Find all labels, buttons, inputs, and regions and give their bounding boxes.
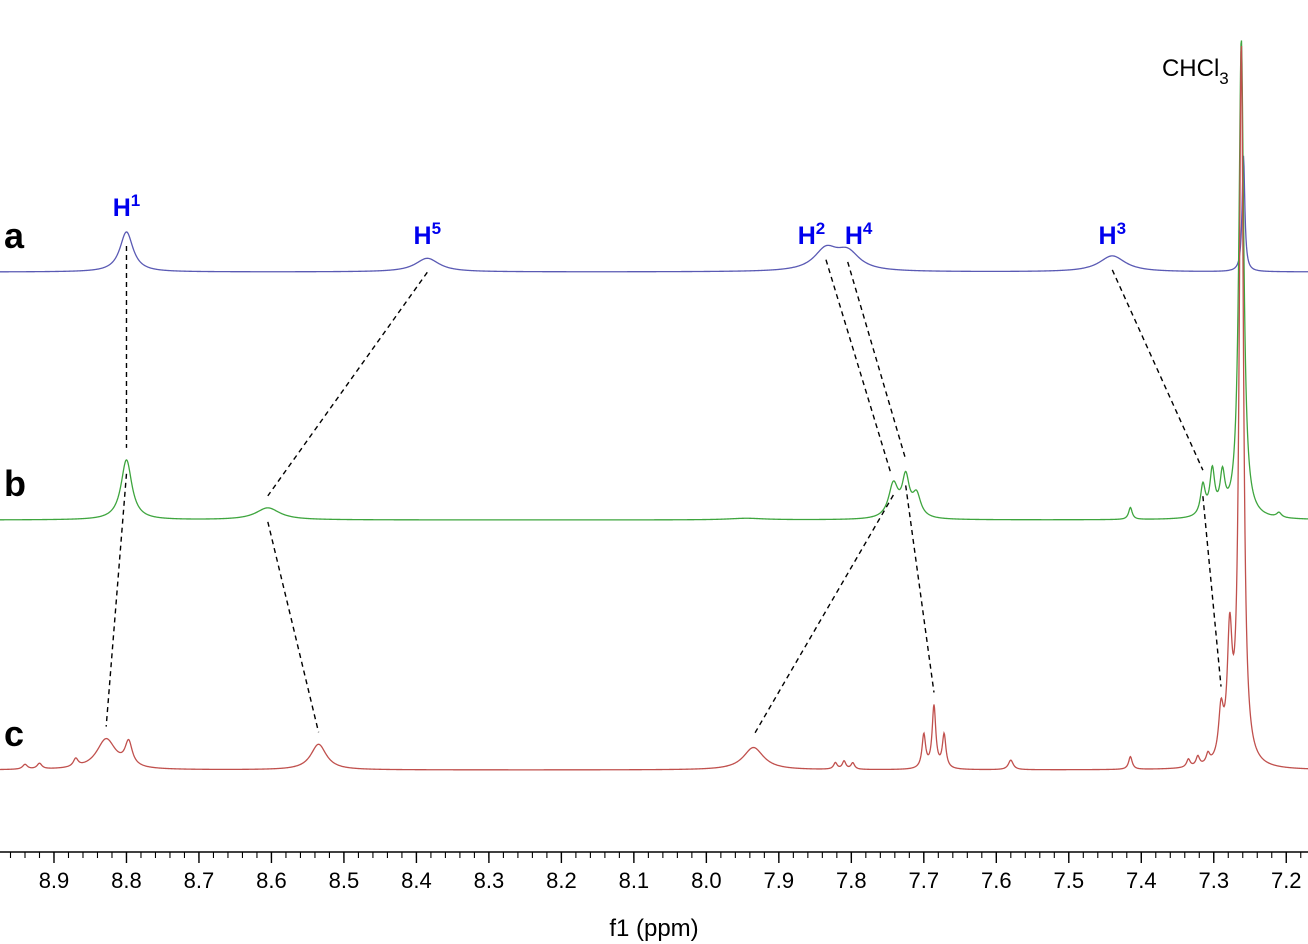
- x-tick-label: 7.4: [1126, 868, 1157, 893]
- peak-label-h1: H1: [113, 191, 141, 222]
- x-tick-label: 8.8: [111, 868, 142, 893]
- correlation-line-7: [752, 494, 894, 736]
- spectrum-trace-c: [0, 45, 1308, 771]
- x-tick-label: 8.2: [546, 868, 577, 893]
- peak-label-h4: H4: [845, 219, 873, 250]
- trace-label-c: c: [4, 713, 24, 754]
- correlation-lines: [105, 245, 1222, 736]
- x-tick-label: 8.4: [401, 868, 432, 893]
- correlation-line-1: [267, 271, 428, 497]
- correlation-line-5: [105, 473, 128, 727]
- x-tick-label: 8.3: [474, 868, 505, 893]
- correlation-line-3: [847, 261, 907, 460]
- x-tick-label: 7.2: [1271, 868, 1302, 893]
- correlation-line-6: [267, 521, 320, 733]
- x-tick-label: 8.6: [256, 868, 287, 893]
- x-tick-label: 7.7: [909, 868, 940, 893]
- x-tick-label: 7.5: [1053, 868, 1084, 893]
- x-tick-label: 7.9: [764, 868, 795, 893]
- correlation-line-9: [1202, 496, 1222, 687]
- trace-label-b: b: [4, 463, 26, 504]
- x-tick-label: 8.7: [184, 868, 215, 893]
- peak-label-h5: H5: [414, 219, 442, 250]
- x-tick-label: 8.5: [329, 868, 360, 893]
- x-tick-label: 8.9: [39, 868, 70, 893]
- spectrum-trace-a: [0, 155, 1308, 273]
- correlation-line-2: [825, 259, 892, 475]
- peak-label-h3: H3: [1099, 219, 1127, 250]
- spectrum-traces: [0, 40, 1308, 771]
- correlation-line-4: [1111, 269, 1204, 471]
- x-axis-title: f1 (ppm): [609, 915, 698, 942]
- chart-labels: a H1 H5 H2 H4 H3 b c CHCl3: [4, 55, 1229, 754]
- peak-label-h2: H2: [798, 219, 826, 250]
- correlation-line-8: [905, 485, 935, 693]
- trace-label-a: a: [4, 215, 25, 256]
- x-tick-label: 7.6: [981, 868, 1012, 893]
- x-tick-label: 8.0: [691, 868, 722, 893]
- x-axis: 8.9 8.8 8.7 8.6 8.5 8.4 8.3 8.2 8.1 8.0 7.9 7.8 7.7 7…: [0, 851, 1308, 893]
- x-tick-label: 7.8: [836, 868, 867, 893]
- x-tick-label: 7.3: [1198, 868, 1229, 893]
- solvent-label: CHCl3: [1162, 55, 1229, 88]
- spectrum-trace-b: [0, 40, 1308, 521]
- x-tick-label: 8.1: [619, 868, 650, 893]
